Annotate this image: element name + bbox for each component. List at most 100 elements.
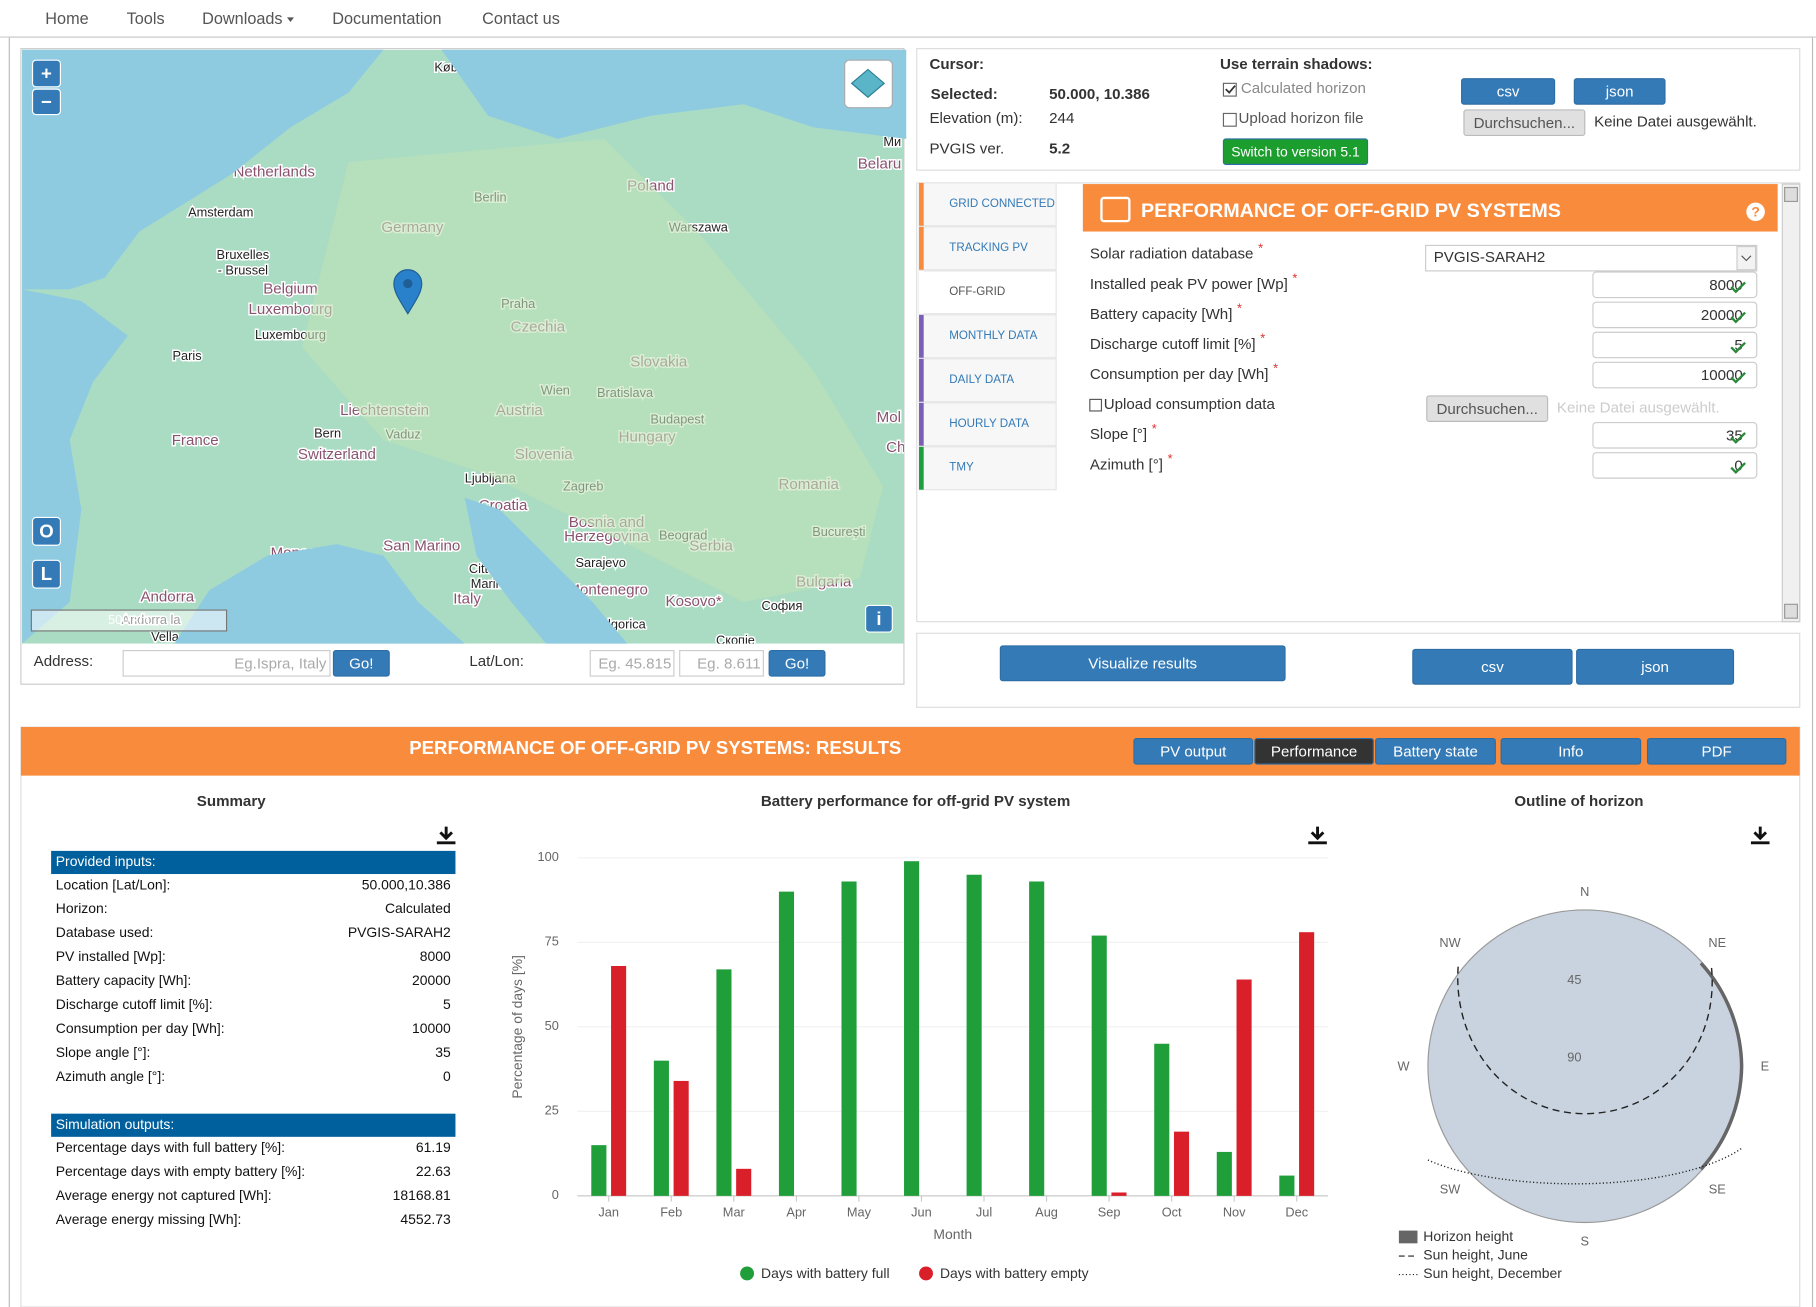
tab-label[interactable]: OFF-GRID	[949, 286, 1005, 298]
tab[interactable]	[918, 182, 1057, 227]
tab-label[interactable]: DAILY DATA	[949, 374, 1014, 386]
horizon-json-label[interactable]: json	[1605, 84, 1634, 101]
checkbox[interactable]	[1089, 398, 1103, 412]
x-tick-label: Nov	[1223, 1205, 1246, 1220]
nav-item[interactable]: Downloads	[202, 10, 282, 28]
horizon-csv[interactable]	[1461, 78, 1556, 105]
map-city-label: Vella	[151, 629, 180, 644]
select-value[interactable]: PVGIS-SARAH2	[1434, 249, 1546, 266]
results-tab-label[interactable]: PV output	[1160, 743, 1227, 760]
field-value[interactable]: 5	[1734, 337, 1742, 354]
tab[interactable]	[918, 358, 1057, 403]
switch-version[interactable]	[1222, 138, 1369, 165]
map-button-l[interactable]	[31, 559, 61, 589]
map-city-label: - Brussel	[218, 262, 268, 277]
tab[interactable]	[918, 314, 1057, 359]
visualize-button-label[interactable]: Visualize results	[1088, 655, 1197, 672]
horizon-json[interactable]	[1573, 78, 1666, 105]
nav-item[interactable]: Tools	[127, 10, 165, 28]
map-button-l-label[interactable]: L	[41, 563, 52, 584]
tab-label[interactable]: TRACKING PV	[949, 242, 1028, 254]
tab[interactable]	[918, 446, 1057, 491]
checkbox[interactable]	[1222, 112, 1237, 127]
x-tick-label: Aug	[1035, 1205, 1058, 1220]
consumption-browse-label[interactable]: Durchsuchen...	[1436, 401, 1537, 418]
zoom-in-label[interactable]: +	[41, 63, 52, 84]
results-tab-label[interactable]: PDF	[1702, 743, 1732, 760]
field-value[interactable]: 0	[1734, 458, 1742, 475]
field-input[interactable]	[1592, 271, 1758, 299]
address-go[interactable]	[332, 650, 390, 677]
horizon-csv-label[interactable]: csv	[1497, 84, 1520, 101]
select[interactable]	[1425, 244, 1758, 272]
tab[interactable]	[918, 402, 1057, 447]
legend-label[interactable]: Days with battery full	[761, 1265, 890, 1281]
legend-label[interactable]: Days with battery empty	[940, 1265, 1089, 1281]
latlon-go-label[interactable]: Go!	[785, 655, 809, 672]
map-country-label: Netherlands	[234, 163, 315, 180]
map-button-o[interactable]	[31, 516, 61, 546]
map-sea	[22, 289, 128, 644]
results-csv-label[interactable]: csv	[1481, 659, 1504, 676]
nav-item[interactable]: Contact us	[482, 10, 560, 28]
summary-value: 8000	[420, 948, 451, 964]
tab-indicator	[919, 270, 924, 314]
visualize-button[interactable]	[999, 645, 1286, 682]
latlon-go[interactable]	[768, 650, 826, 677]
results-json-label[interactable]: json	[1640, 659, 1669, 676]
results-tab-label[interactable]: Info	[1558, 743, 1583, 760]
nav-item[interactable]: Documentation	[332, 10, 441, 28]
consumption-browse[interactable]	[1426, 395, 1549, 422]
map-info-label[interactable]: i	[876, 608, 881, 629]
switch-version-label[interactable]: Switch to version 5.1	[1231, 144, 1360, 160]
field-input[interactable]	[1592, 331, 1758, 359]
nav-item[interactable]: Home	[45, 10, 88, 28]
horizon-legend-label: Sun height, December	[1423, 1265, 1562, 1281]
map-city-label: Amsterdam	[188, 204, 253, 219]
address-placeholder[interactable]: Eg.Ispra, Italy	[234, 655, 327, 672]
map-country-label: Kosovo*	[666, 593, 722, 610]
bar	[673, 1080, 689, 1196]
results-tab[interactable]	[1646, 738, 1787, 765]
horizon-browse-label[interactable]: Durchsuchen...	[1474, 115, 1575, 132]
lon-input[interactable]	[679, 650, 764, 677]
tab[interactable]	[918, 226, 1057, 271]
lon-placeholder[interactable]: Eg. 8.611	[697, 655, 760, 672]
results-json[interactable]	[1576, 648, 1735, 685]
zoom-in[interactable]	[31, 59, 61, 88]
valid-check	[1730, 371, 1746, 384]
tab-label[interactable]: GRID CONNECTED	[949, 198, 1055, 210]
results-tab[interactable]	[1133, 738, 1254, 765]
tab-label[interactable]: TMY	[949, 462, 974, 474]
consumption-no-file: Keine Datei ausgewählt.	[1557, 400, 1720, 417]
results-tab-label[interactable]: Performance	[1271, 743, 1357, 760]
results-tab[interactable]	[1254, 738, 1374, 765]
help-label[interactable]: ?	[1751, 204, 1760, 220]
tab-label[interactable]: MONTHLY DATA	[949, 330, 1037, 342]
tab-label[interactable]: HOURLY DATA	[949, 418, 1029, 430]
latlon-label: Lat/Lon:	[469, 653, 524, 670]
address-input[interactable]	[122, 650, 331, 677]
map-marker-dot	[403, 278, 413, 289]
zoom-out[interactable]	[31, 88, 61, 116]
map-info[interactable]	[865, 604, 893, 633]
summary-value: 35	[435, 1044, 451, 1060]
map-button-o-label[interactable]: O	[39, 520, 53, 541]
lat-input[interactable]	[589, 650, 675, 677]
horizon-browse[interactable]	[1463, 109, 1586, 137]
field-input[interactable]	[1592, 421, 1758, 449]
results-tab[interactable]	[1375, 738, 1496, 765]
field-input[interactable]	[1592, 301, 1758, 329]
summary-label: Average energy not captured [Wh]:	[56, 1187, 272, 1203]
tab[interactable]	[918, 270, 1057, 315]
summary-value: 22.63	[416, 1163, 451, 1179]
results-tab-label[interactable]: Battery state	[1393, 743, 1478, 760]
results-tab[interactable]	[1500, 738, 1642, 765]
address-go-label[interactable]: Go!	[349, 655, 373, 672]
field-input[interactable]	[1592, 361, 1758, 389]
checkbox[interactable]	[1222, 82, 1237, 97]
zoom-out-label[interactable]: −	[41, 91, 52, 112]
lat-placeholder[interactable]: Eg. 45.815	[598, 655, 671, 672]
field-input[interactable]	[1592, 452, 1758, 479]
results-csv[interactable]	[1412, 648, 1573, 685]
